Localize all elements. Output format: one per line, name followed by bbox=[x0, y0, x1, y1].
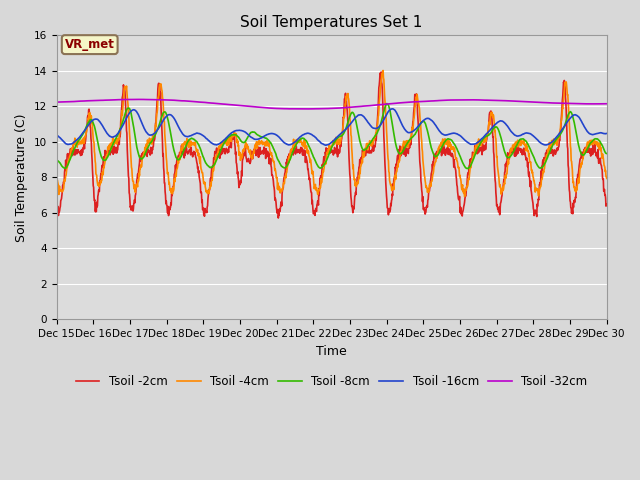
Text: VR_met: VR_met bbox=[65, 38, 115, 51]
Legend: Tsoil -2cm, Tsoil -4cm, Tsoil -8cm, Tsoil -16cm, Tsoil -32cm: Tsoil -2cm, Tsoil -4cm, Tsoil -8cm, Tsoi… bbox=[71, 371, 592, 393]
Y-axis label: Soil Temperature (C): Soil Temperature (C) bbox=[15, 113, 28, 241]
X-axis label: Time: Time bbox=[316, 345, 347, 358]
Title: Soil Temperatures Set 1: Soil Temperatures Set 1 bbox=[241, 15, 423, 30]
